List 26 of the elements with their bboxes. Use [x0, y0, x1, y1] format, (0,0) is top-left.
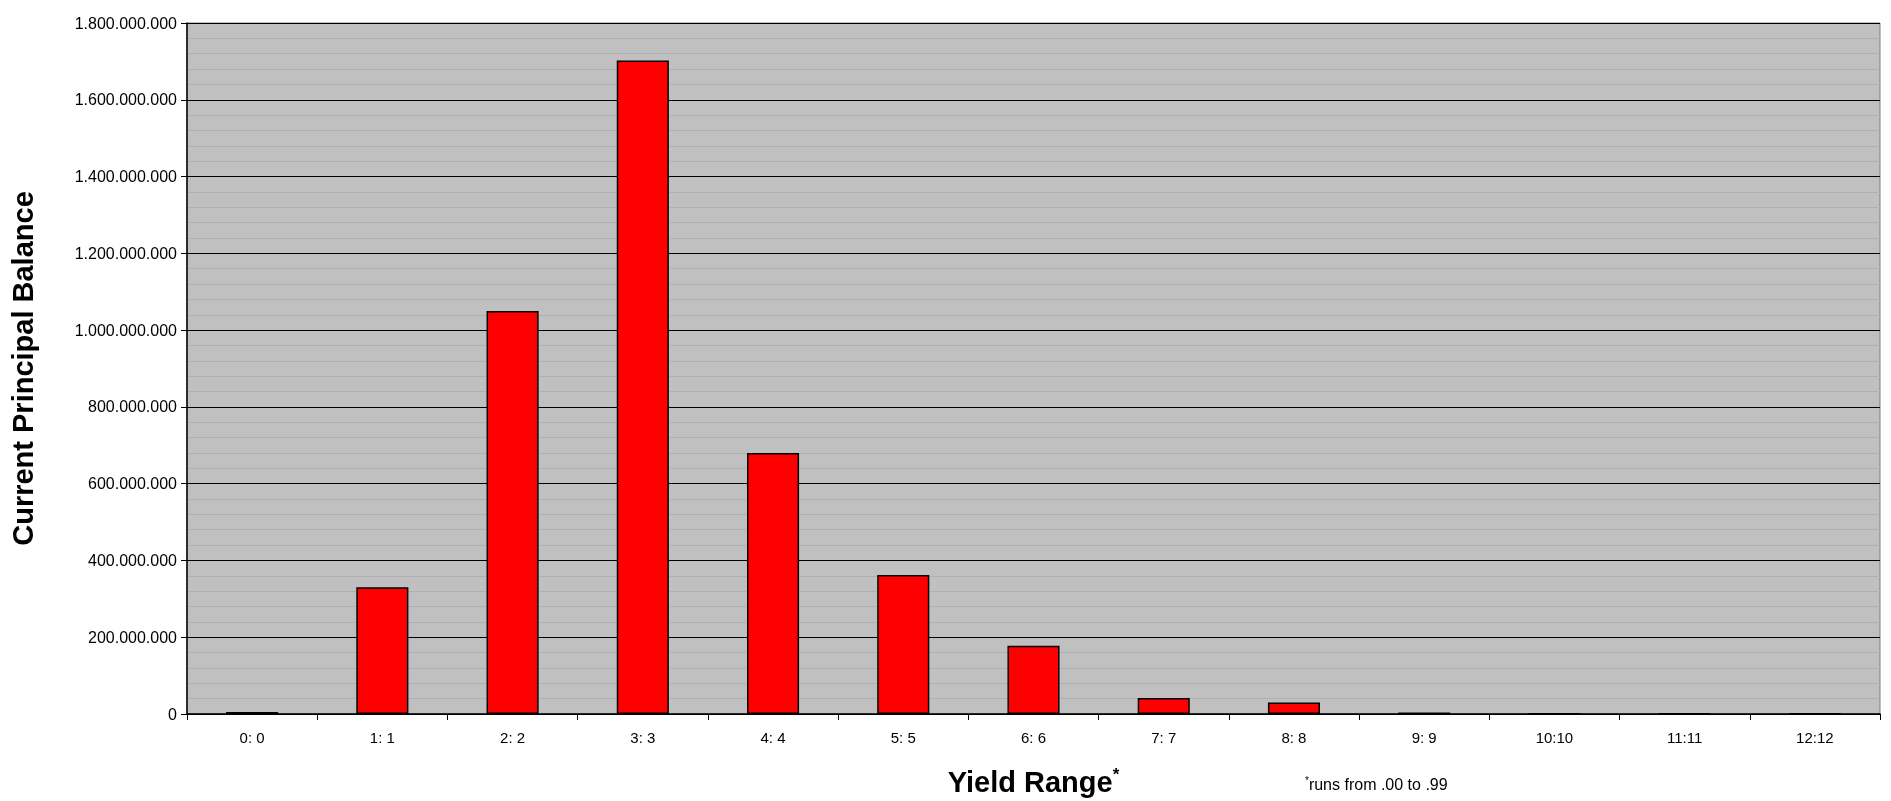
x-tick-label: 1: 1 [369, 729, 395, 746]
y-tick-label: 0 [168, 705, 178, 723]
x-tick-label: 9: 9 [1411, 729, 1437, 746]
x-tick-label: 0: 0 [239, 729, 265, 746]
y-tick-label: 1.200.000.000 [74, 244, 178, 262]
y-tick-label: 600.000.000 [88, 475, 178, 493]
x-tick-label: 11:11 [1667, 729, 1703, 746]
x-tick-label: 12:12 [1796, 729, 1834, 746]
y-tick-label: 1.800.000.000 [74, 14, 178, 32]
x-tick-label: 5: 5 [890, 729, 916, 746]
text: *runs from .00 to .99 [1305, 774, 1448, 793]
x-tick-label: 3: 3 [630, 729, 656, 746]
y-tick-label: 1.400.000.000 [74, 168, 178, 186]
y-tick-label: 400.000.000 [88, 551, 178, 569]
x-tick-label: 10:10 [1535, 729, 1574, 746]
x-tick-label: 6: 6 [1020, 729, 1047, 746]
x-tick-label: 4: 4 [760, 729, 786, 746]
y-axis-title: Current Principal Balance [6, 191, 39, 546]
y-tick-label: 800.000.000 [88, 398, 178, 416]
x-tick-label: 8: 8 [1281, 729, 1307, 746]
y-tick-label: 1.000.000.000 [74, 321, 178, 339]
x-axis-title: Yield Range* [947, 765, 1120, 798]
x-tick-label: 2: 2 [500, 729, 526, 746]
y-tick-label: 1.600.000.000 [74, 91, 178, 109]
x-tick-label: 7: 7 [1151, 729, 1177, 746]
y-tick-label: 200.000.000 [88, 628, 178, 646]
